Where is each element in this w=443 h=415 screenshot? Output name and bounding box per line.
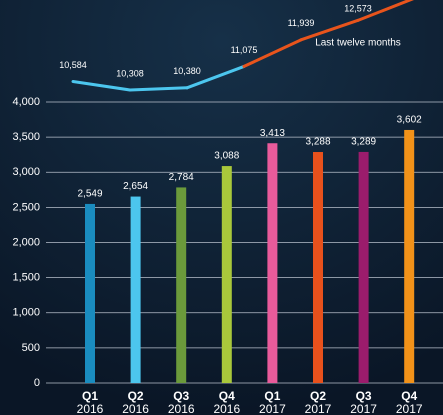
x-tick-label-year: 2017 xyxy=(305,402,332,415)
x-tick-label: Q4 xyxy=(401,389,417,403)
line-value-label: 11,075 xyxy=(231,45,258,55)
bar-value-label: 2,549 xyxy=(77,189,102,200)
x-tick-label: Q3 xyxy=(173,389,189,403)
x-tick-label: Q4 xyxy=(219,389,235,403)
line-value-label: 10,584 xyxy=(59,60,87,70)
bar-value-label: 3,088 xyxy=(214,151,239,162)
y-tick-label: 0 xyxy=(34,377,40,389)
line-value-label: 10,380 xyxy=(173,66,201,76)
line-segment xyxy=(242,38,303,68)
x-tick-label-year: 2016 xyxy=(122,402,149,415)
bar xyxy=(267,143,278,383)
x-tick-label: Q1 xyxy=(82,389,98,403)
bar xyxy=(130,196,141,383)
x-tick-label-year: 2016 xyxy=(77,402,104,415)
line-annotation: Last twelve months xyxy=(315,38,401,49)
x-tick-label: Q3 xyxy=(356,389,372,403)
line-segment xyxy=(356,0,415,22)
x-tick-label-year: 2016 xyxy=(213,402,240,415)
bar xyxy=(176,187,187,383)
bar-value-label: 3,288 xyxy=(305,137,330,148)
bar xyxy=(221,166,232,383)
bar xyxy=(404,129,415,383)
bar-value-label: 3,289 xyxy=(351,137,376,148)
y-tick-label: 500 xyxy=(22,342,40,354)
line-segment xyxy=(299,18,360,42)
y-tick-label: 1,500 xyxy=(12,272,40,284)
bar-value-label: 2,784 xyxy=(169,172,194,183)
bar-value-label: 2,654 xyxy=(123,181,148,192)
line-segment xyxy=(185,64,246,90)
bar xyxy=(313,152,323,383)
x-tick-label-year: 2016 xyxy=(168,402,195,415)
line-segment xyxy=(128,86,189,92)
y-tick-label: 3,500 xyxy=(12,131,40,143)
bar xyxy=(358,151,369,383)
x-tick-label-year: 2017 xyxy=(396,402,423,415)
x-tick-label-year: 2017 xyxy=(259,402,286,415)
y-tick-label: 2,500 xyxy=(12,201,40,213)
line-value-label: 11,939 xyxy=(288,18,315,28)
y-tick-label: 1,000 xyxy=(12,307,40,319)
y-tick-label: 3,000 xyxy=(12,166,40,178)
x-tick-label-year: 2017 xyxy=(350,402,377,415)
line-segment xyxy=(71,80,132,92)
x-tick-label: Q2 xyxy=(310,389,326,403)
line-value-label: 10,308 xyxy=(116,68,144,78)
bar-value-label: 3,413 xyxy=(260,128,285,139)
y-tick-label: 4,000 xyxy=(12,96,40,108)
y-tick-label: 2,000 xyxy=(12,236,40,248)
line-value-label: 12,573 xyxy=(344,3,372,13)
x-tick-label: Q1 xyxy=(264,389,280,403)
bar xyxy=(85,203,95,383)
x-tick-label: Q2 xyxy=(128,389,144,403)
bar-value-label: 3,602 xyxy=(397,115,422,126)
